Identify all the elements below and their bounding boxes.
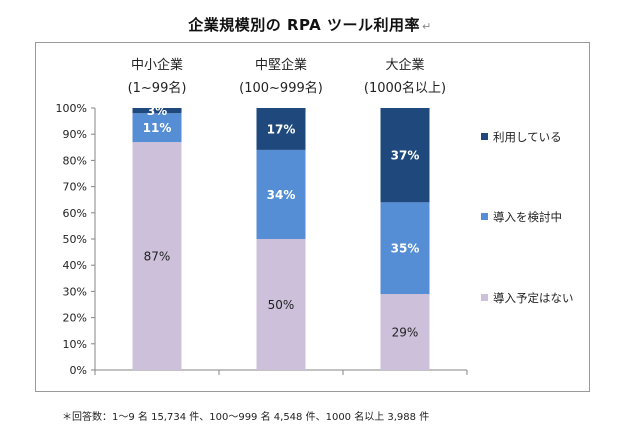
- bar-segment: [380, 202, 430, 295]
- category-sublabel: (1~99名): [128, 80, 187, 96]
- data-label: 3%: [147, 104, 167, 118]
- data-label: 35%: [391, 242, 420, 256]
- category-label: 中小企業: [131, 57, 183, 73]
- category-label: 中堅企業: [255, 57, 307, 73]
- bar-segment: [132, 108, 182, 114]
- category-label: 大企業: [385, 57, 424, 73]
- legend-swatch: [481, 213, 488, 220]
- footnote: ＊回答数：1～9 名 15,734 件、100～999 名 4,548 件、10…: [62, 412, 430, 423]
- data-label: 29%: [392, 326, 419, 340]
- data-label: 11%: [143, 121, 172, 135]
- legend-label: 導入を検討中: [493, 210, 562, 224]
- data-label: 17%: [267, 122, 296, 136]
- data-label: 34%: [267, 188, 296, 202]
- chart-frame: [35, 42, 590, 392]
- y-tick-label: 50%: [63, 233, 87, 246]
- category-sublabel: (1000名以上): [364, 80, 446, 96]
- y-tick-label: 40%: [63, 259, 87, 272]
- y-tick-label: 20%: [63, 312, 87, 325]
- legend-label: 導入予定はない: [493, 291, 574, 305]
- y-tick-label: 80%: [63, 154, 87, 167]
- y-tick-label: 100%: [56, 102, 87, 115]
- y-tick-label: 30%: [63, 285, 87, 298]
- return-mark-icon: ↵: [422, 20, 432, 33]
- y-tick-label: 70%: [63, 181, 87, 194]
- legend-swatch: [481, 133, 488, 140]
- data-label: 37%: [391, 149, 420, 163]
- bar-segment: [380, 108, 430, 203]
- y-tick-label: 10%: [63, 338, 87, 351]
- bar-segment: [256, 108, 306, 150]
- bar-segment: [256, 239, 306, 370]
- bar-segment: [132, 142, 182, 370]
- category-sublabel: (100~999名): [239, 80, 323, 96]
- legend-swatch: [481, 294, 488, 301]
- legend-label: 利用している: [493, 130, 562, 144]
- y-tick-label: 60%: [63, 207, 87, 220]
- bar-segment: [132, 113, 182, 143]
- data-label: 87%: [144, 250, 171, 264]
- y-tick-label: 90%: [63, 128, 87, 141]
- chart-title-text: 企業規模別の RPA ツール利用率: [188, 16, 420, 34]
- y-tick-label: 0%: [70, 364, 87, 377]
- data-label: 50%: [268, 298, 295, 312]
- bar-segment: [256, 149, 306, 239]
- chart-title: 企業規模別の RPA ツール利用率 ↵: [0, 14, 620, 35]
- bar-segment: [380, 294, 430, 370]
